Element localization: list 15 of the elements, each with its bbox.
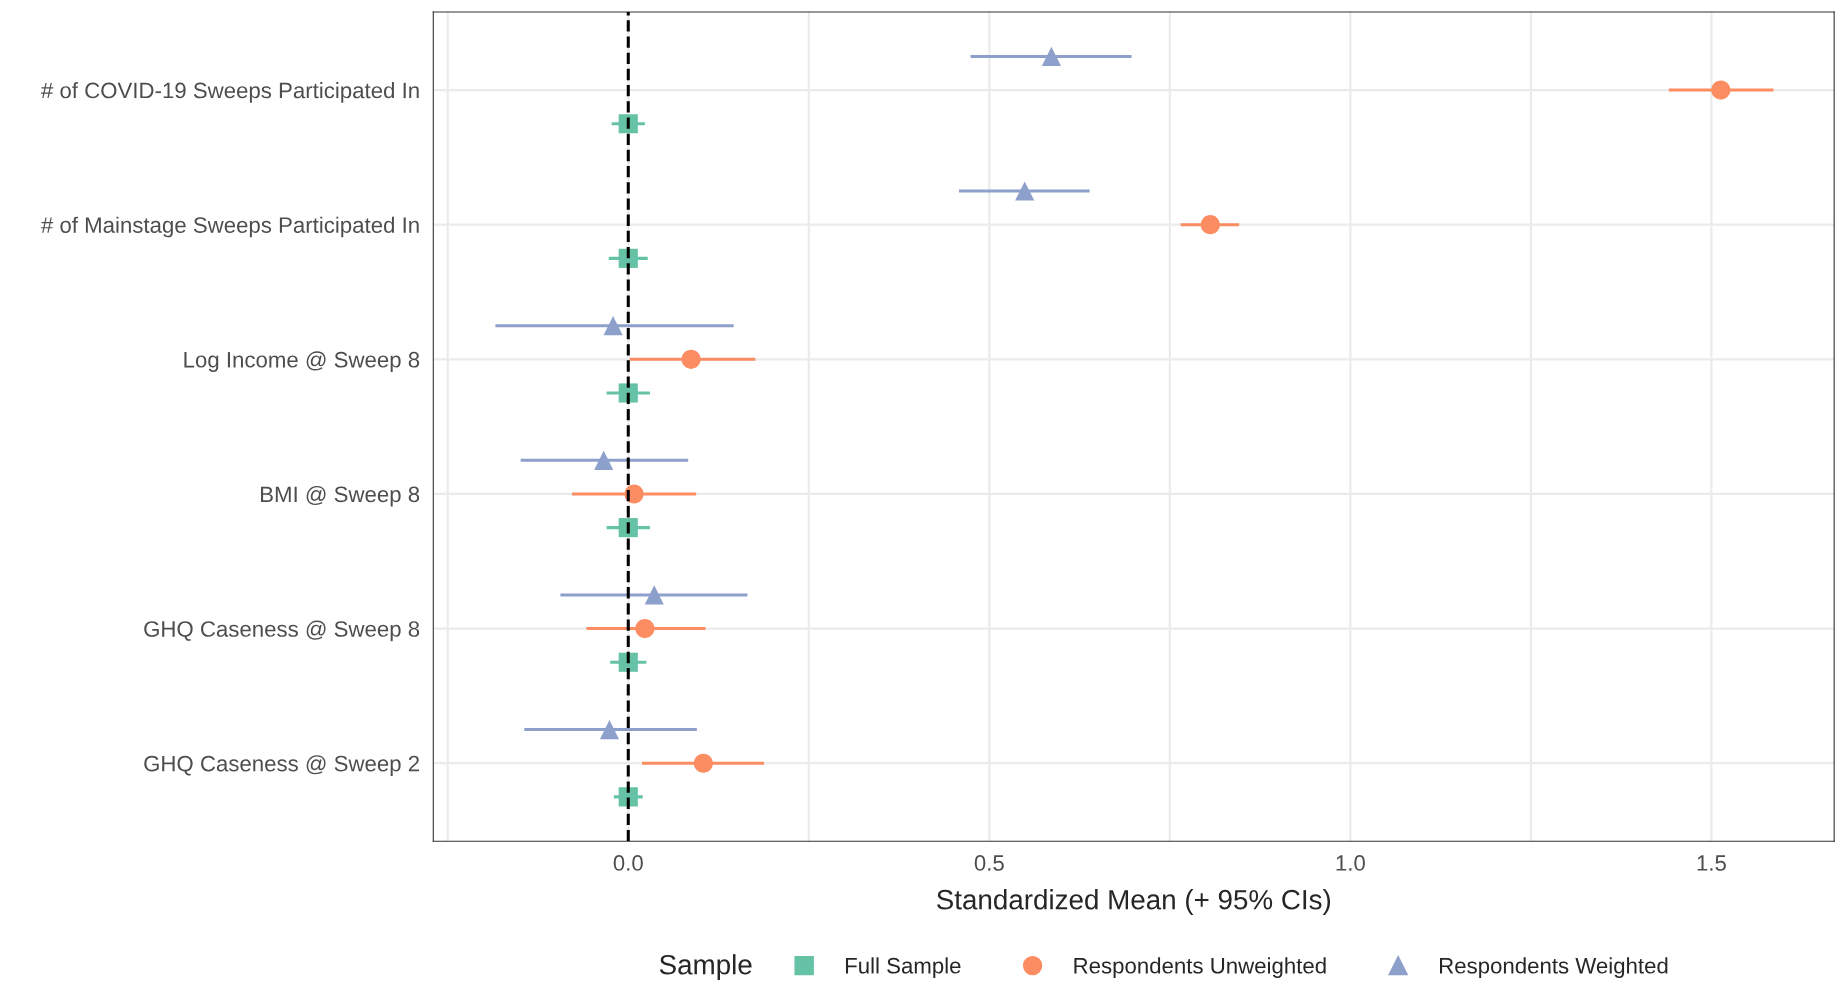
legend-label: Full Sample <box>845 957 961 978</box>
y-tick-label: GHQ Caseness @ Sweep 2 <box>144 755 419 776</box>
legend-title: Sample <box>659 954 752 981</box>
legend-label: Respondents Weighted <box>1440 957 1668 978</box>
x-tick-label: 0.5 <box>974 855 1004 871</box>
y-tick-label: # of COVID-19 Sweeps Participated In <box>41 82 419 103</box>
x-tick-label: 1.0 <box>1336 855 1365 871</box>
y-tick-label: GHQ Caseness @ Sweep 8 <box>144 620 420 642</box>
y-tick-label: Log Income @ Sweep 8 <box>184 351 420 372</box>
y-tick-label: # of Mainstage Sweeps Participated In <box>40 216 419 238</box>
x-tick-label: 1.5 <box>1697 855 1726 871</box>
x-tick-label: 0.0 <box>613 855 643 871</box>
y-tick-label: BMI @ Sweep 8 <box>261 485 420 507</box>
legend-label: Respondents Unweighted <box>1074 957 1326 978</box>
x-axis-title: Standardized Mean (+ 95% CIs) <box>936 889 1331 915</box>
